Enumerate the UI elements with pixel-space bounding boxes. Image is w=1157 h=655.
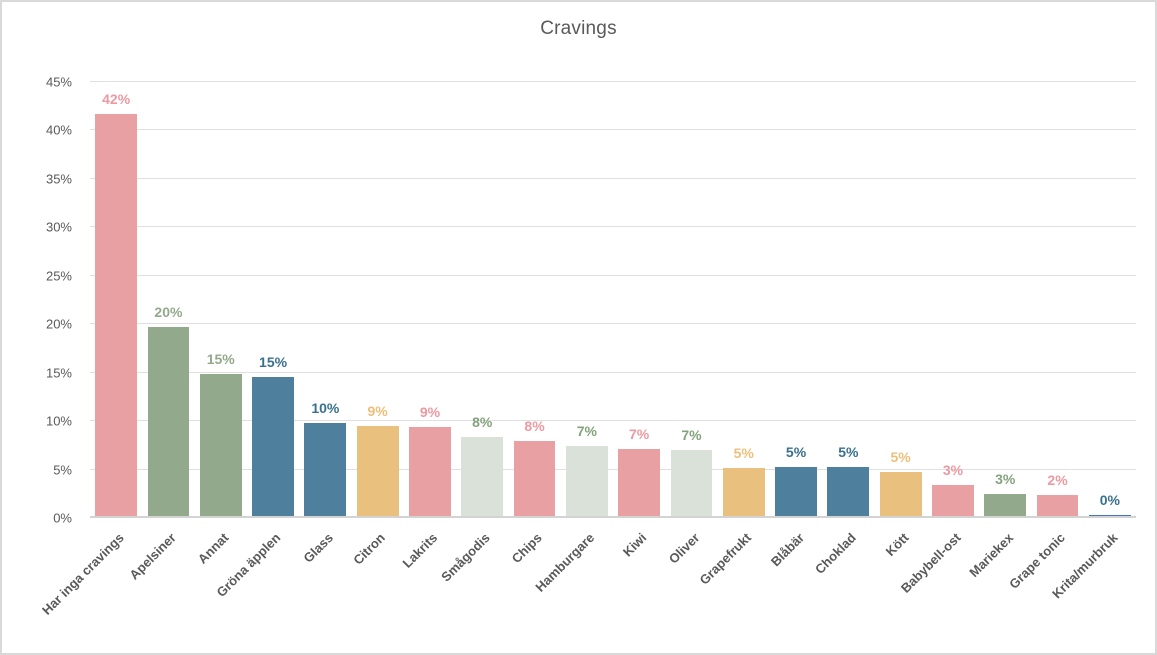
x-tick-label-annat: Annat — [194, 530, 232, 567]
bar-citron — [356, 425, 399, 518]
bar-grape-tonic — [1036, 494, 1079, 518]
y-tick-label-5: 5% — [53, 462, 72, 478]
x-tick-label-choklad: Choklad — [812, 530, 859, 577]
gridline-15 — [90, 371, 1136, 373]
x-tick-label-oliver: Oliver — [665, 530, 703, 567]
gridline-10 — [90, 420, 1136, 422]
bar-mariekex — [984, 493, 1027, 518]
x-axis-line — [90, 516, 1136, 518]
value-label-kiwi: 7% — [629, 426, 650, 443]
x-tick-label-mariekex: Mariekex — [965, 530, 1016, 580]
x-tick-label-chips: Chips — [509, 530, 546, 567]
value-label-smågodis: 8% — [472, 413, 493, 430]
bar-smågodis — [461, 436, 504, 518]
value-label-mariekex: 3% — [995, 470, 1016, 487]
value-label-apelsiner: 20% — [154, 304, 183, 321]
plot-area: 42% 20% 15% 15% 10% 9% 9% 8% 8% 7% 7% 7% 5% 5% 5% 5% 3% 3… — [90, 81, 1136, 518]
x-tick-label-grapefrukt: Grapefrukt — [696, 530, 755, 588]
gridline-45 — [90, 81, 1136, 82]
value-label-gröna-äpplen: 15% — [259, 353, 288, 370]
gridline-30 — [90, 226, 1136, 228]
bar-gröna-äpplen — [252, 376, 294, 518]
y-tick-label-25: 25% — [45, 268, 72, 284]
y-tick-label-35: 35% — [45, 171, 72, 187]
bar-chips — [513, 441, 556, 518]
value-label-chips: 8% — [524, 418, 545, 435]
value-label-oliver: 7% — [681, 427, 702, 444]
x-axis: Har inga cravings Apelsiner Annat Gröna äpp… — [39, 522, 1136, 653]
bar-oliver — [670, 450, 713, 518]
y-axis: 0% 5% 10% 15% 20% 25% 30% 35% 40% 45% — [2, 75, 82, 526]
y-tick-label-40: 40% — [45, 122, 72, 138]
bar-apelsiner — [147, 327, 190, 518]
gridline-25 — [90, 274, 1136, 276]
value-label-hamburgare: 7% — [576, 423, 597, 440]
bar-kiwi — [618, 449, 661, 518]
y-tick-label-0: 0% — [53, 510, 72, 526]
x-tick-label-har-inga-cravings: Har inga cravings — [39, 530, 127, 618]
value-label-blåbär: 5% — [785, 443, 807, 460]
value-label-har-inga-cravings: 42% — [102, 90, 131, 107]
y-tick-label-15: 15% — [45, 365, 72, 381]
gridline-40 — [90, 129, 1136, 131]
x-tick-label-citron: Citron — [350, 530, 389, 568]
bar-annat — [199, 373, 242, 518]
gridline-5 — [90, 468, 1136, 470]
bar-glass — [304, 423, 347, 518]
value-label-glass: 10% — [311, 400, 340, 417]
y-tick-label-45: 45% — [45, 74, 72, 90]
value-label-citron: 9% — [367, 402, 388, 419]
x-tick-label-smågodis: Smågodis — [438, 530, 493, 585]
bar-har-inga-cravings — [95, 113, 138, 518]
value-label-annat: 15% — [206, 350, 235, 367]
bar-lakrits — [409, 426, 451, 518]
y-tick-label-30: 30% — [45, 219, 72, 235]
chart-title: Cravings — [540, 18, 617, 39]
bar-babybell-ost — [932, 485, 974, 518]
x-tick-label-kiwi: Kiwi — [620, 530, 650, 560]
x-tick-label-kött: Kött — [882, 530, 912, 559]
value-label-grapefrukt: 5% — [733, 444, 754, 461]
y-tick-label-20: 20% — [45, 316, 72, 332]
value-label-choklad: 5% — [838, 443, 859, 460]
value-label-kött: 5% — [890, 448, 911, 465]
x-tick-label-blåbär: Blåbär — [767, 530, 807, 570]
bar-kött — [879, 471, 922, 518]
y-tick-label-10: 10% — [45, 413, 72, 429]
gridline-35 — [90, 177, 1136, 179]
x-tick-label-lakrits: Lakrits — [399, 530, 441, 571]
value-label-lakrits: 9% — [419, 403, 441, 420]
bar-blåbär — [775, 466, 817, 518]
value-label-krita-murbruk: 0% — [1099, 492, 1120, 509]
bar-choklad — [827, 466, 870, 518]
x-tick-label-glass: Glass — [300, 530, 336, 566]
value-label-babybell-ost: 3% — [942, 462, 964, 479]
bar-hamburgare — [565, 446, 608, 518]
bar-grapefrukt — [722, 467, 765, 518]
x-tick-label-apelsiner: Apelsiner — [126, 530, 180, 583]
value-label-grape-tonic: 2% — [1047, 471, 1068, 488]
gridline-20 — [90, 323, 1136, 325]
